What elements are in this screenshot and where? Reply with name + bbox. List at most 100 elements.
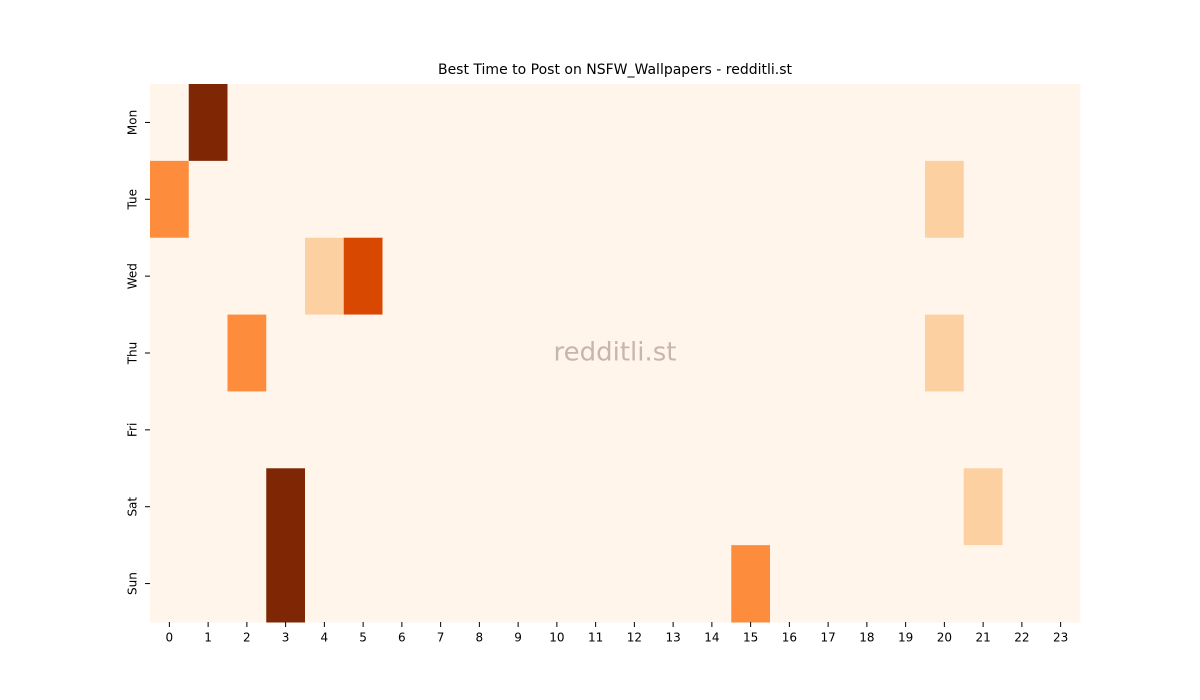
cell [925, 237, 965, 316]
cell [537, 545, 577, 623]
cell [266, 468, 306, 546]
cell [421, 391, 461, 469]
cell [227, 391, 267, 469]
cell [498, 314, 538, 392]
cell [847, 314, 887, 392]
cell [227, 468, 267, 546]
cell [615, 237, 655, 316]
y-tick-label: Sat [126, 497, 140, 517]
cell [808, 84, 848, 162]
cell [615, 314, 655, 392]
cell [498, 237, 538, 316]
x-tick-label: 21 [975, 631, 990, 645]
cell [1041, 545, 1081, 623]
cell [537, 468, 577, 546]
cell [653, 468, 693, 546]
cell [382, 391, 422, 469]
cell [421, 160, 461, 239]
cell [421, 468, 461, 546]
x-tick-label: 5 [359, 631, 367, 645]
cell [266, 391, 306, 469]
cell [460, 237, 500, 316]
x-tick-label: 19 [898, 631, 913, 645]
cell [847, 391, 887, 469]
cell [770, 237, 810, 316]
cell [343, 545, 383, 623]
cell [886, 468, 926, 546]
cell [382, 160, 422, 239]
cell [150, 160, 190, 239]
cell [886, 314, 926, 392]
cell [615, 160, 655, 239]
cell [382, 237, 422, 316]
cell [188, 468, 228, 546]
cell [266, 314, 306, 392]
y-tick-label: Thu [126, 342, 140, 366]
cell [770, 84, 810, 162]
cell [1041, 468, 1081, 546]
x-tick-label: 18 [859, 631, 874, 645]
x-tick-label: 0 [166, 631, 174, 645]
cell [653, 545, 693, 623]
cell [266, 237, 306, 316]
cell [847, 84, 887, 162]
cell [847, 468, 887, 546]
cell [1002, 468, 1042, 546]
cell [770, 468, 810, 546]
cell [460, 314, 500, 392]
cell [615, 391, 655, 469]
cell [615, 468, 655, 546]
axes: 0 1 2 3 4 5 6 7 8 9 10 11 12 13 14 15 16 17 18 19 20 21 22 23Mo… [126, 110, 1069, 645]
cell [653, 84, 693, 162]
cell [343, 237, 383, 316]
cell [227, 237, 267, 316]
cell [498, 391, 538, 469]
cell [576, 468, 616, 546]
cell [150, 314, 190, 392]
cell [653, 160, 693, 239]
cell [653, 314, 693, 392]
y-tick-label: Fri [126, 423, 140, 437]
cell [421, 237, 461, 316]
cell [150, 468, 190, 546]
cell [692, 237, 732, 316]
x-tick-label: 12 [627, 631, 642, 645]
cell [305, 160, 345, 239]
cell [963, 237, 1003, 316]
cell [692, 545, 732, 623]
x-tick-label: 17 [820, 631, 835, 645]
cell [770, 545, 810, 623]
cell [188, 160, 228, 239]
cell [731, 545, 771, 623]
cell [382, 545, 422, 623]
y-tick-label: Mon [126, 110, 140, 135]
cell [731, 160, 771, 239]
cell [808, 545, 848, 623]
cell [1002, 545, 1042, 623]
cell [925, 468, 965, 546]
cell [808, 237, 848, 316]
cell [1041, 391, 1081, 469]
cell [653, 391, 693, 469]
cell [188, 314, 228, 392]
cell [343, 314, 383, 392]
cell [576, 314, 616, 392]
x-tick-label: 16 [782, 631, 797, 645]
cell [847, 160, 887, 239]
cell [460, 84, 500, 162]
cell [1041, 84, 1081, 162]
cell [615, 545, 655, 623]
cell [305, 84, 345, 162]
cell [963, 160, 1003, 239]
x-tick-label: 9 [514, 631, 522, 645]
cell [925, 160, 965, 239]
cell [343, 391, 383, 469]
cell [576, 237, 616, 316]
cell [963, 314, 1003, 392]
cell [692, 391, 732, 469]
y-tick-label: Wed [126, 263, 140, 289]
cell [576, 84, 616, 162]
cell [537, 160, 577, 239]
cell [576, 160, 616, 239]
cell [731, 468, 771, 546]
